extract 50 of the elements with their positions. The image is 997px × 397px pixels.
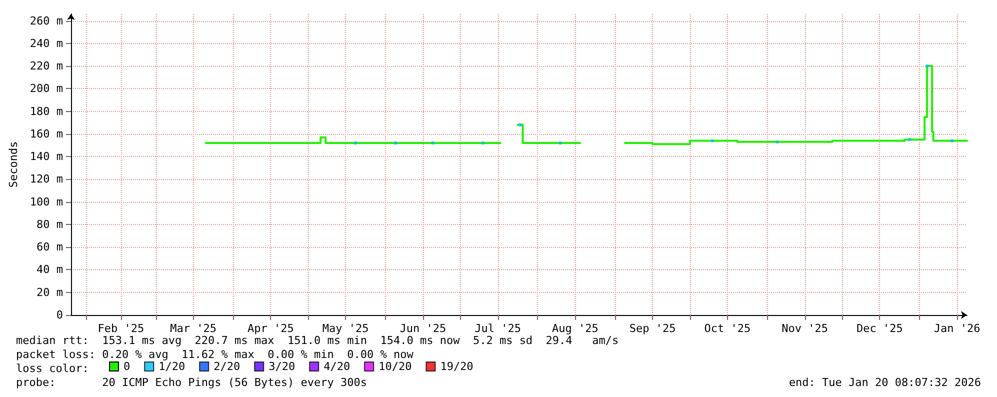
x-tick-label: May '25 [322, 322, 369, 335]
y-tick-label: 100 m [30, 195, 64, 208]
y-tick-label: 20 m [36, 286, 64, 299]
point [710, 139, 714, 142]
x-tick-label: Nov '25 [782, 322, 828, 335]
text: packet loss: 0.20 % avg 11.62 % max 0.00 % min 0.00 % now [16, 348, 414, 361]
y-tick-label: 140 m [30, 150, 64, 164]
legend-label: 1/20 [158, 360, 186, 373]
x-tick-label: Oct '25 [704, 322, 751, 335]
point [354, 142, 358, 144]
point [926, 64, 929, 68]
point [558, 142, 562, 144]
y-tick-label: 0 [56, 308, 64, 322]
y-axis-title: Seconds [7, 141, 20, 188]
y-tick-label: 180 m [30, 104, 64, 118]
y-tick-label: 200 m [30, 82, 64, 96]
text: median rtt: 153.1 ms avg 220.7 ms max 151.0 ms min 154.0 ms now 5.2 ms sd 29.4 am/s [16, 334, 619, 347]
x-tick-label: Jun '25 [400, 322, 446, 335]
legend-label: 19/20 [440, 360, 474, 373]
y-tick-label: 240 m [30, 36, 64, 50]
y-tick-label: 80 m [36, 218, 64, 231]
y-tick-label: 120 m [30, 172, 64, 186]
x-tick-label: Dec '25 [856, 322, 903, 335]
point [481, 142, 484, 144]
text: loss color: [16, 362, 89, 375]
x-tick-label: Mar '25 [170, 322, 216, 335]
legend-label: 4/20 [324, 360, 350, 373]
legend-label: 10/20 [378, 360, 412, 373]
y-tick-label: 40 m [36, 263, 64, 276]
x-tick-label: Jul '25 [474, 322, 521, 335]
text: end: Tue Jan 20 08:07:32 2026 [788, 376, 981, 389]
point [431, 142, 434, 144]
x-tick-label: Sep '25 [629, 322, 676, 335]
point [950, 139, 954, 142]
legend-label: 3/20 [268, 360, 296, 373]
y-tick-label: 260 m [30, 14, 64, 28]
point [518, 123, 522, 126]
x-tick-label: Jan '26 [934, 322, 980, 335]
y-tick-label: 220 m [30, 60, 64, 73]
y-tick-label: 60 m [36, 240, 64, 254]
point [394, 142, 397, 144]
legend-label: 0 [124, 360, 130, 373]
point [776, 140, 779, 144]
text: probe: 20 ICMP Echo Pings (56 Bytes) every 300s [16, 376, 367, 389]
x-tick-label: Aug '25 [552, 322, 598, 335]
legend-label: 2/20 [214, 360, 240, 373]
point [908, 138, 912, 142]
x-tick-label: Apr '25 [247, 322, 294, 335]
y-tick-label: 160 m [30, 127, 64, 140]
x-tick-label: Feb '25 [98, 322, 144, 335]
